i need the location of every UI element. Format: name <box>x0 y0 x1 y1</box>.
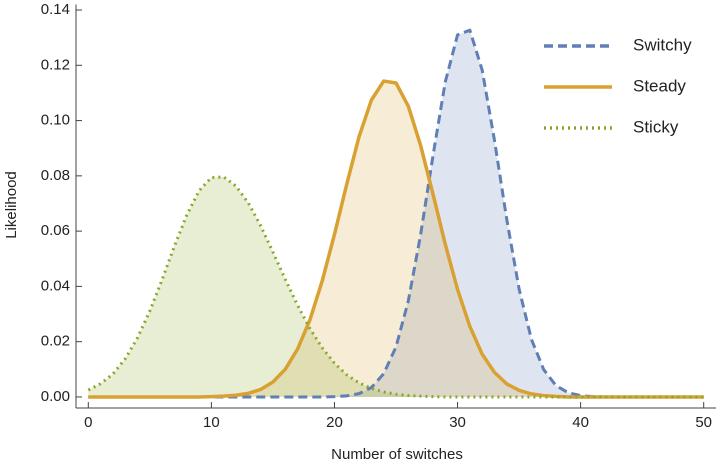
y-axis-label: Likelihood <box>3 171 20 239</box>
x-tick-label: 0 <box>84 414 92 431</box>
y-tick-label: 0.10 <box>41 112 70 129</box>
y-tick-label: 0.04 <box>41 277 70 294</box>
x-tick-label: 20 <box>326 414 343 431</box>
area <box>88 81 704 397</box>
y-tick-label: 0.02 <box>41 333 70 350</box>
area <box>88 176 704 397</box>
x-tick-label: 40 <box>572 414 589 431</box>
y-tick-label: 0.00 <box>41 388 70 405</box>
y-tick-label: 0.12 <box>41 56 70 73</box>
y-tick-label: 0.06 <box>41 222 70 239</box>
x-tick-label: 10 <box>203 414 220 431</box>
y-tick-label: 0.08 <box>41 167 70 184</box>
x-tick-label: 50 <box>695 414 712 431</box>
x-axis-label: Number of switches <box>331 446 463 463</box>
line <box>87 175 704 399</box>
x-tick-label: 30 <box>449 414 466 431</box>
legend-label: Switchy <box>633 35 692 54</box>
legend-label: Sticky <box>633 117 679 136</box>
legend-label: Steady <box>633 76 686 95</box>
y-tick-label: 0.14 <box>41 1 70 18</box>
